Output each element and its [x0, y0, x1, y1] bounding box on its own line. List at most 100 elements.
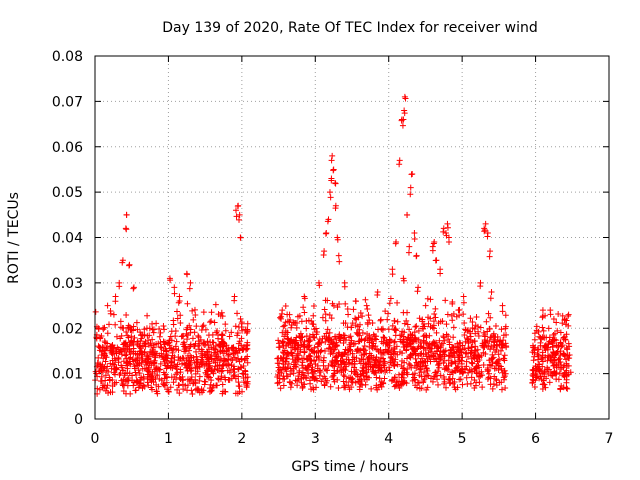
data-point	[413, 253, 420, 260]
data-point	[358, 372, 365, 379]
data-point	[391, 339, 398, 346]
data-point	[191, 306, 198, 313]
data-point	[454, 354, 461, 361]
data-point	[149, 336, 156, 343]
data-point	[547, 311, 554, 318]
data-point	[126, 262, 133, 269]
x-tick-label: 5	[458, 431, 467, 447]
data-point	[240, 362, 247, 369]
data-point	[131, 334, 138, 341]
data-point	[123, 211, 130, 218]
data-point	[193, 353, 200, 360]
data-point	[278, 313, 285, 320]
data-point	[295, 344, 302, 351]
y-axis-title: ROTI / TECUs	[6, 192, 22, 284]
data-point	[429, 378, 436, 385]
data-point	[209, 339, 216, 346]
data-point	[202, 326, 209, 333]
data-point	[113, 379, 120, 386]
data-point	[106, 321, 113, 328]
data-point	[346, 359, 353, 366]
data-point	[218, 309, 225, 316]
data-point	[309, 331, 316, 338]
y-tick-label: 0.03	[52, 276, 83, 292]
data-point	[401, 359, 408, 366]
data-point	[156, 326, 163, 333]
data-point	[225, 376, 232, 383]
data-point	[442, 297, 449, 304]
data-point	[170, 379, 177, 386]
data-point	[177, 376, 184, 383]
data-point	[290, 370, 297, 377]
data-point	[501, 376, 508, 383]
data-point	[161, 326, 168, 333]
data-point	[407, 191, 414, 198]
data-point	[305, 362, 312, 369]
data-point	[356, 358, 363, 365]
data-point	[316, 372, 323, 379]
data-point	[238, 324, 245, 331]
data-point	[244, 359, 251, 366]
data-point	[551, 370, 558, 377]
data-point	[541, 369, 548, 376]
data-point	[171, 284, 178, 291]
data-point	[440, 373, 447, 380]
data-point	[324, 377, 331, 384]
y-tick-label: 0.05	[52, 185, 83, 201]
x-tick-label: 7	[605, 431, 614, 447]
data-point	[303, 344, 310, 351]
data-point	[238, 342, 245, 349]
data-point	[102, 347, 109, 354]
data-point	[320, 354, 327, 361]
data-point	[364, 306, 371, 313]
data-point	[282, 358, 289, 365]
data-point	[207, 353, 214, 360]
data-point	[157, 329, 164, 336]
data-point	[539, 313, 546, 320]
data-point	[325, 362, 332, 369]
data-point	[416, 315, 423, 322]
data-point	[280, 323, 287, 330]
data-point	[134, 378, 141, 385]
data-point	[202, 378, 209, 385]
data-point	[398, 362, 405, 369]
data-point	[171, 360, 178, 367]
data-point	[235, 383, 242, 390]
data-point	[98, 333, 105, 340]
data-point	[130, 284, 137, 291]
data-point	[448, 344, 455, 351]
data-point	[332, 360, 339, 367]
data-point	[344, 351, 351, 358]
data-point	[347, 339, 354, 346]
data-point	[324, 336, 331, 343]
data-point	[561, 316, 568, 323]
data-point	[535, 353, 542, 360]
data-point	[468, 347, 475, 354]
plot-frame	[94, 55, 610, 420]
data-point	[340, 378, 347, 385]
data-point	[563, 331, 570, 338]
data-point	[492, 349, 499, 356]
data-point	[455, 307, 462, 314]
data-point	[564, 346, 571, 353]
data-point	[375, 364, 382, 371]
data-point	[348, 376, 355, 383]
data-point	[221, 357, 228, 364]
data-point	[237, 234, 244, 241]
data-point	[316, 339, 323, 346]
data-point	[330, 340, 337, 347]
data-point	[418, 385, 425, 392]
data-point	[411, 236, 418, 243]
data-point	[365, 312, 372, 319]
data-point	[288, 380, 295, 387]
data-point	[441, 380, 448, 387]
data-point	[337, 364, 344, 371]
data-point	[226, 369, 233, 376]
data-point	[362, 296, 369, 303]
data-point	[446, 339, 453, 346]
data-point	[144, 359, 151, 366]
data-point	[320, 251, 327, 258]
data-point	[202, 341, 209, 348]
x-tick-label: 6	[531, 431, 540, 447]
data-point	[565, 312, 572, 319]
